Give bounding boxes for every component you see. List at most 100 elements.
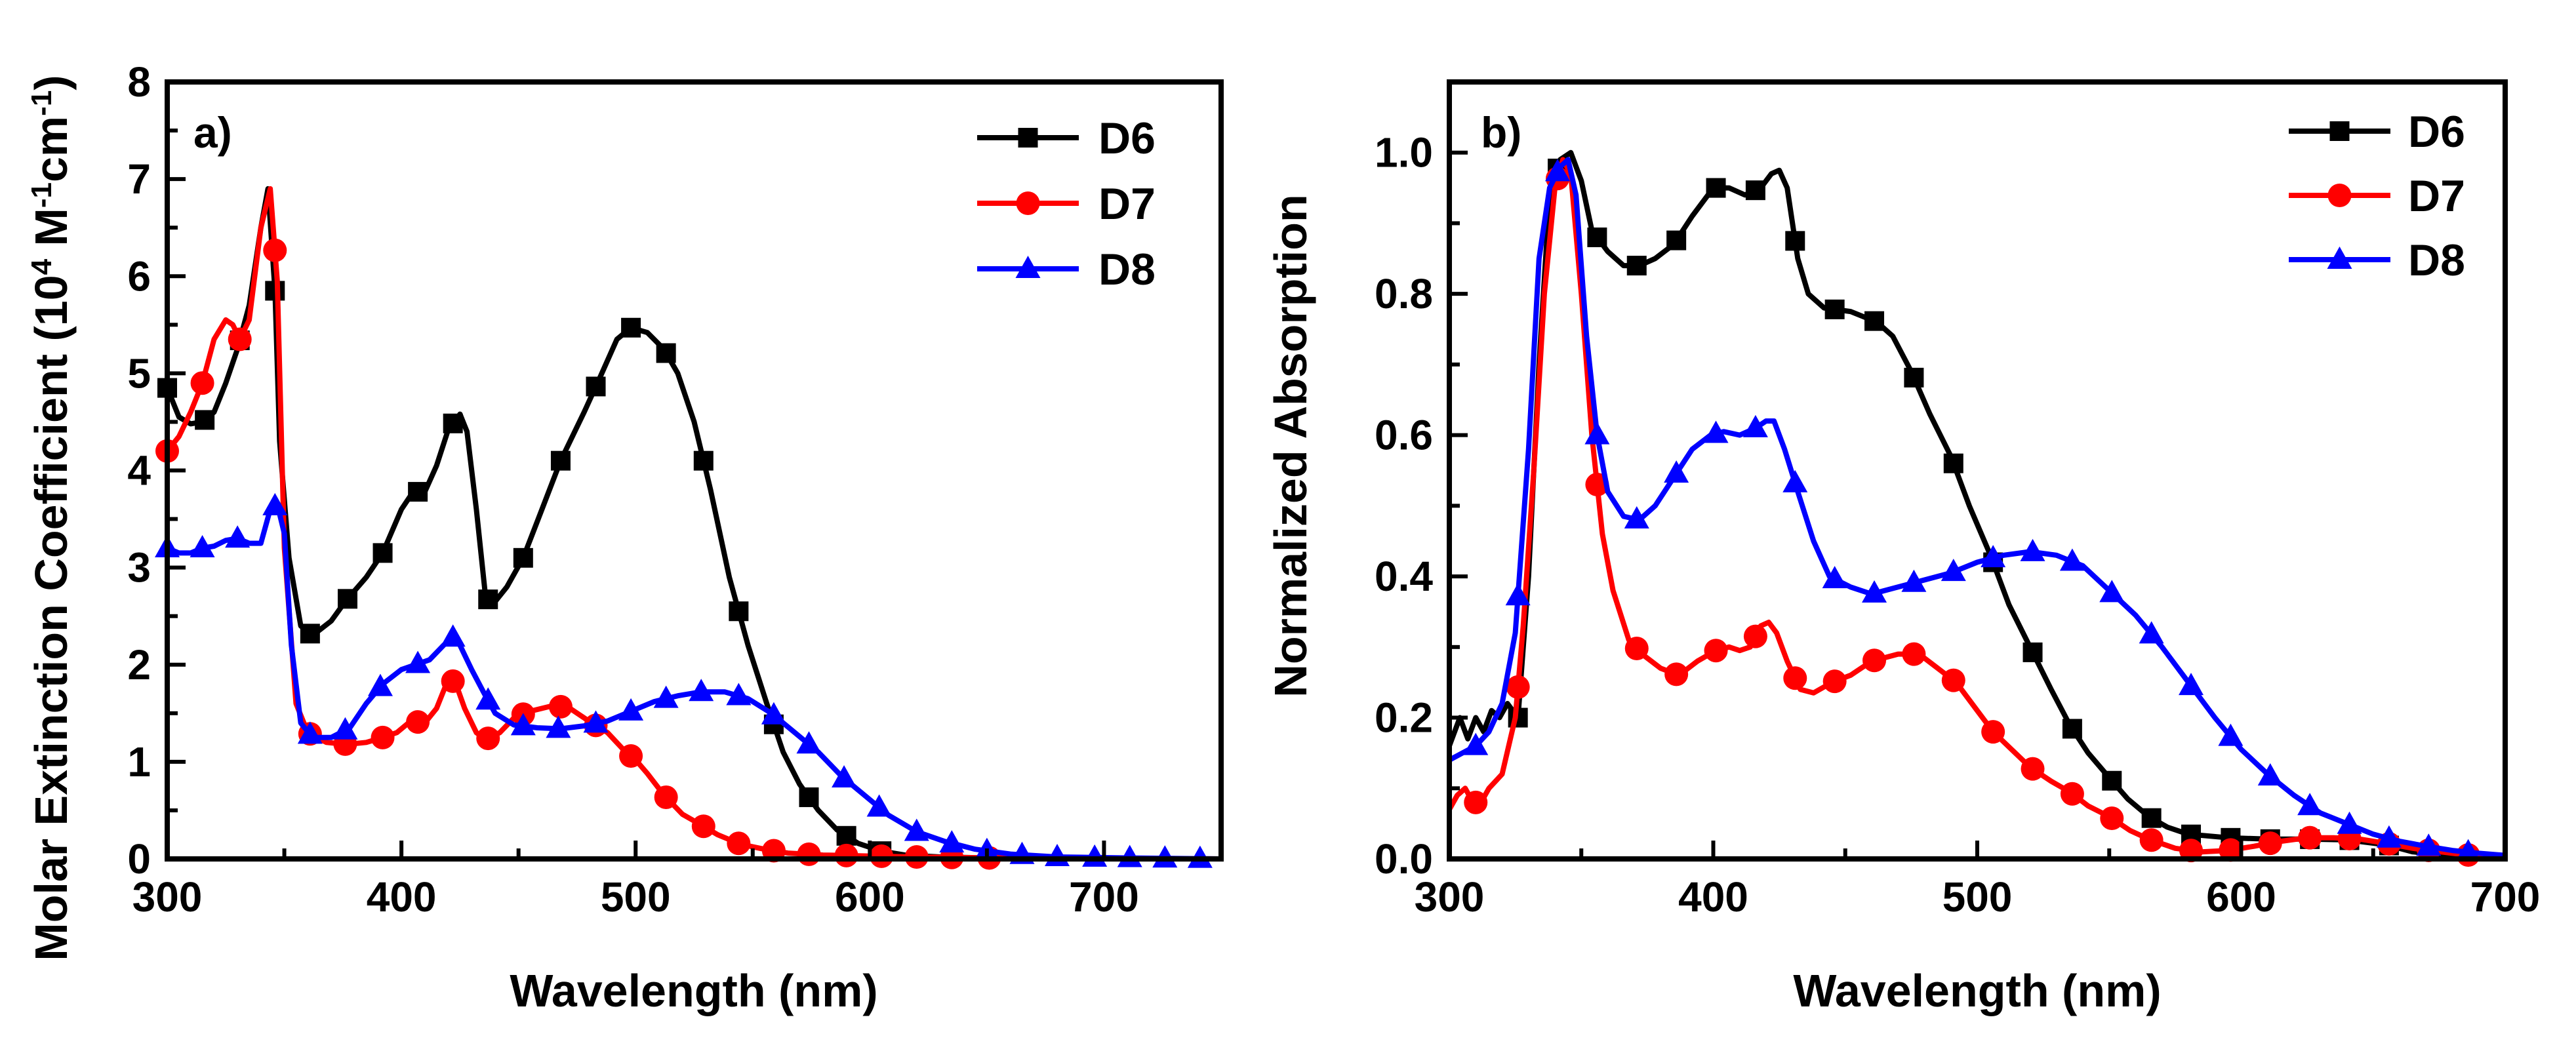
panel-a-legend-marker-d8 bbox=[1015, 256, 1041, 278]
panel-b-series-d8-point bbox=[1981, 545, 2006, 568]
panel-a-ylabel-mid: M bbox=[26, 208, 77, 259]
panel-b-legend-marker-d7 bbox=[2327, 184, 2352, 207]
panel-a-series-d6-point bbox=[550, 450, 571, 471]
panel-a-legend-entry-d6: D6 bbox=[977, 113, 1156, 163]
panel-b-series-d6-point bbox=[1666, 230, 1687, 250]
panel-a-x-tick-label: 400 bbox=[367, 873, 437, 921]
panel-a-series-d7-point bbox=[691, 814, 715, 839]
panel-a-series-d8-point bbox=[440, 624, 466, 647]
panel-a-series-d7-point bbox=[619, 744, 643, 768]
panel-a-y-tick-label: 3 bbox=[127, 544, 151, 591]
panel-a-series-d8-line bbox=[166, 502, 1222, 862]
panel-a-x-tick-label: 300 bbox=[132, 873, 203, 921]
panel-a-series-d8-point bbox=[653, 685, 679, 708]
panel-b-series-d8-point bbox=[1782, 469, 1808, 492]
panel-b-series-d8-point bbox=[1505, 583, 1531, 606]
panel-b-series-d8-point bbox=[1624, 506, 1649, 529]
panel-b-series-d7-point bbox=[1981, 720, 2005, 744]
panel-b-series-d7-point bbox=[1464, 790, 1488, 814]
panel-a-series-d7-point bbox=[548, 694, 573, 719]
panel-b-series-d6-point bbox=[1587, 228, 1607, 247]
panel-b-series-d7-point bbox=[1624, 636, 1649, 660]
panel-b-x-tick-label: 300 bbox=[1415, 873, 1485, 921]
panel-b-legend: D6 D7 D8 bbox=[2289, 107, 2465, 285]
panel-a-legend-symbol-d6 bbox=[1018, 128, 1038, 148]
panel-a-series-d6-point bbox=[372, 543, 393, 563]
panel-a-series-d8-point bbox=[405, 650, 431, 673]
panel-a-axis-layer: 300 400 500 600 700 0 1 2 3 4 5 6 7 8 bbox=[127, 58, 1223, 921]
panel-b-series-d8-point bbox=[1545, 159, 1571, 182]
panel-a-series-d8-point bbox=[225, 525, 251, 548]
panel-b-series-d8-point bbox=[1862, 580, 1887, 603]
panel-a-series-d6-point bbox=[337, 589, 357, 609]
panel-a-series-d8-point bbox=[297, 721, 323, 744]
panel-a-series-d7-point bbox=[371, 725, 395, 749]
panel-a-series-d6-point bbox=[729, 601, 749, 622]
panel-b-series-d8-point bbox=[2297, 793, 2323, 816]
panel-b-series-d7-point bbox=[2139, 828, 2163, 852]
panel-a-series-d6-point bbox=[693, 450, 714, 471]
panel-b-series-d6-point bbox=[2102, 770, 2122, 791]
panel-b-series-d7-point bbox=[2258, 831, 2282, 856]
panel-b-series-d6-point bbox=[1904, 367, 1924, 387]
panel-a-series-d7-point bbox=[228, 327, 252, 351]
panel-b-legend-symbol-d6 bbox=[2329, 121, 2350, 141]
panel-b-series-d6-point bbox=[1785, 231, 1805, 251]
panel-a-series-d6-point bbox=[656, 343, 676, 363]
panel-b-x-tick-label: 400 bbox=[1678, 873, 1748, 921]
panel-a-y-tick-label: 2 bbox=[127, 641, 151, 688]
panel-b-series-d6-point bbox=[2062, 719, 2082, 739]
panel-a-series-d6-point bbox=[195, 410, 215, 430]
panel-a-series-d8-point bbox=[726, 683, 752, 705]
panel-a-series-d8-point bbox=[475, 687, 501, 710]
panel-b-legend-symbol-d7 bbox=[2327, 184, 2352, 207]
panel-b-legend-marker-d8 bbox=[2327, 247, 2352, 269]
panel-b-legend-entry-d6: D6 bbox=[2289, 107, 2465, 157]
panel-a-legend-symbol-d8 bbox=[1015, 256, 1041, 278]
panel-b-series-d6-point bbox=[2023, 642, 2043, 662]
panel-a-series-d8-point bbox=[1117, 844, 1142, 867]
panel-a-chart: 300 400 500 600 700 0 1 2 3 4 5 6 7 8 a) Wavelength (… bbox=[26, 58, 1224, 1016]
panel-b-series-d7-point bbox=[1704, 639, 1728, 663]
panel-a-series-d8-point bbox=[618, 698, 644, 721]
panel-b-plot-frame bbox=[1447, 79, 2508, 862]
panel-b-series-d6-point bbox=[1745, 180, 1765, 201]
panel-b-label: b) bbox=[1481, 108, 1521, 157]
panel-b-series-d8-point bbox=[1941, 559, 1966, 582]
panel-b-y-tick-label: 0.0 bbox=[1375, 835, 1433, 883]
panel-a-y-axis-title: Molar Extinction Coefficient (104 M-1cm-… bbox=[26, 75, 77, 961]
panel-a-series-d6-point bbox=[799, 787, 819, 807]
panel-a-y-tick-label: 6 bbox=[127, 252, 151, 300]
panel-b-legend-label-d8: D8 bbox=[2408, 235, 2465, 285]
panel-a-y-tick-label: 0 bbox=[127, 835, 151, 883]
panel-a-ylabel-mid2: cm bbox=[26, 116, 77, 182]
panel-a-series-d7-point bbox=[834, 843, 858, 867]
panel-b-series-d8-point bbox=[1664, 460, 1689, 483]
panel-a-y-tick-label: 8 bbox=[127, 58, 151, 106]
panel-b-series-d8-point bbox=[2020, 538, 2045, 561]
panel-a-x-tick-label: 600 bbox=[835, 873, 905, 921]
panel-b-series-d8-point bbox=[2337, 811, 2362, 834]
panel-a-series-d6-point bbox=[836, 825, 856, 846]
panel-b-y-tick-label: 0.2 bbox=[1375, 694, 1433, 742]
panel-a-series-d8-point bbox=[190, 535, 215, 557]
panel-a-series-d8-point bbox=[689, 679, 714, 702]
panel-a-series-d7-point bbox=[797, 842, 821, 866]
panel-a-series-d8-point bbox=[832, 765, 857, 788]
panel-b-chart: 300 400 500 600 700 0.0 0.2 0.4 0.6 0.8 1.0 b) Wav… bbox=[1265, 79, 2540, 1016]
panel-a-series-d8-point bbox=[939, 830, 965, 853]
panel-b-series-d7-point bbox=[1506, 675, 1530, 699]
panel-b-series-d7-point bbox=[1743, 624, 1767, 648]
panel-b-series-d7-point bbox=[1664, 662, 1689, 686]
panel-a-series-d6-point bbox=[513, 547, 533, 568]
panel-a-series-d8-point bbox=[510, 713, 536, 736]
panel-b-series-d8-point bbox=[2218, 723, 2244, 746]
panel-b-series-d6-point bbox=[2141, 808, 2162, 828]
panel-b-series-d6-point bbox=[1706, 178, 1726, 198]
panel-b-series-d8-point bbox=[1584, 422, 1610, 445]
panel-b-legend-entry-d8: D8 bbox=[2289, 235, 2465, 285]
panel-a-series-d8-point bbox=[866, 794, 892, 817]
panel-a-series-d7-point bbox=[406, 710, 430, 734]
panel-a-x-tick-label: 700 bbox=[1069, 873, 1139, 921]
